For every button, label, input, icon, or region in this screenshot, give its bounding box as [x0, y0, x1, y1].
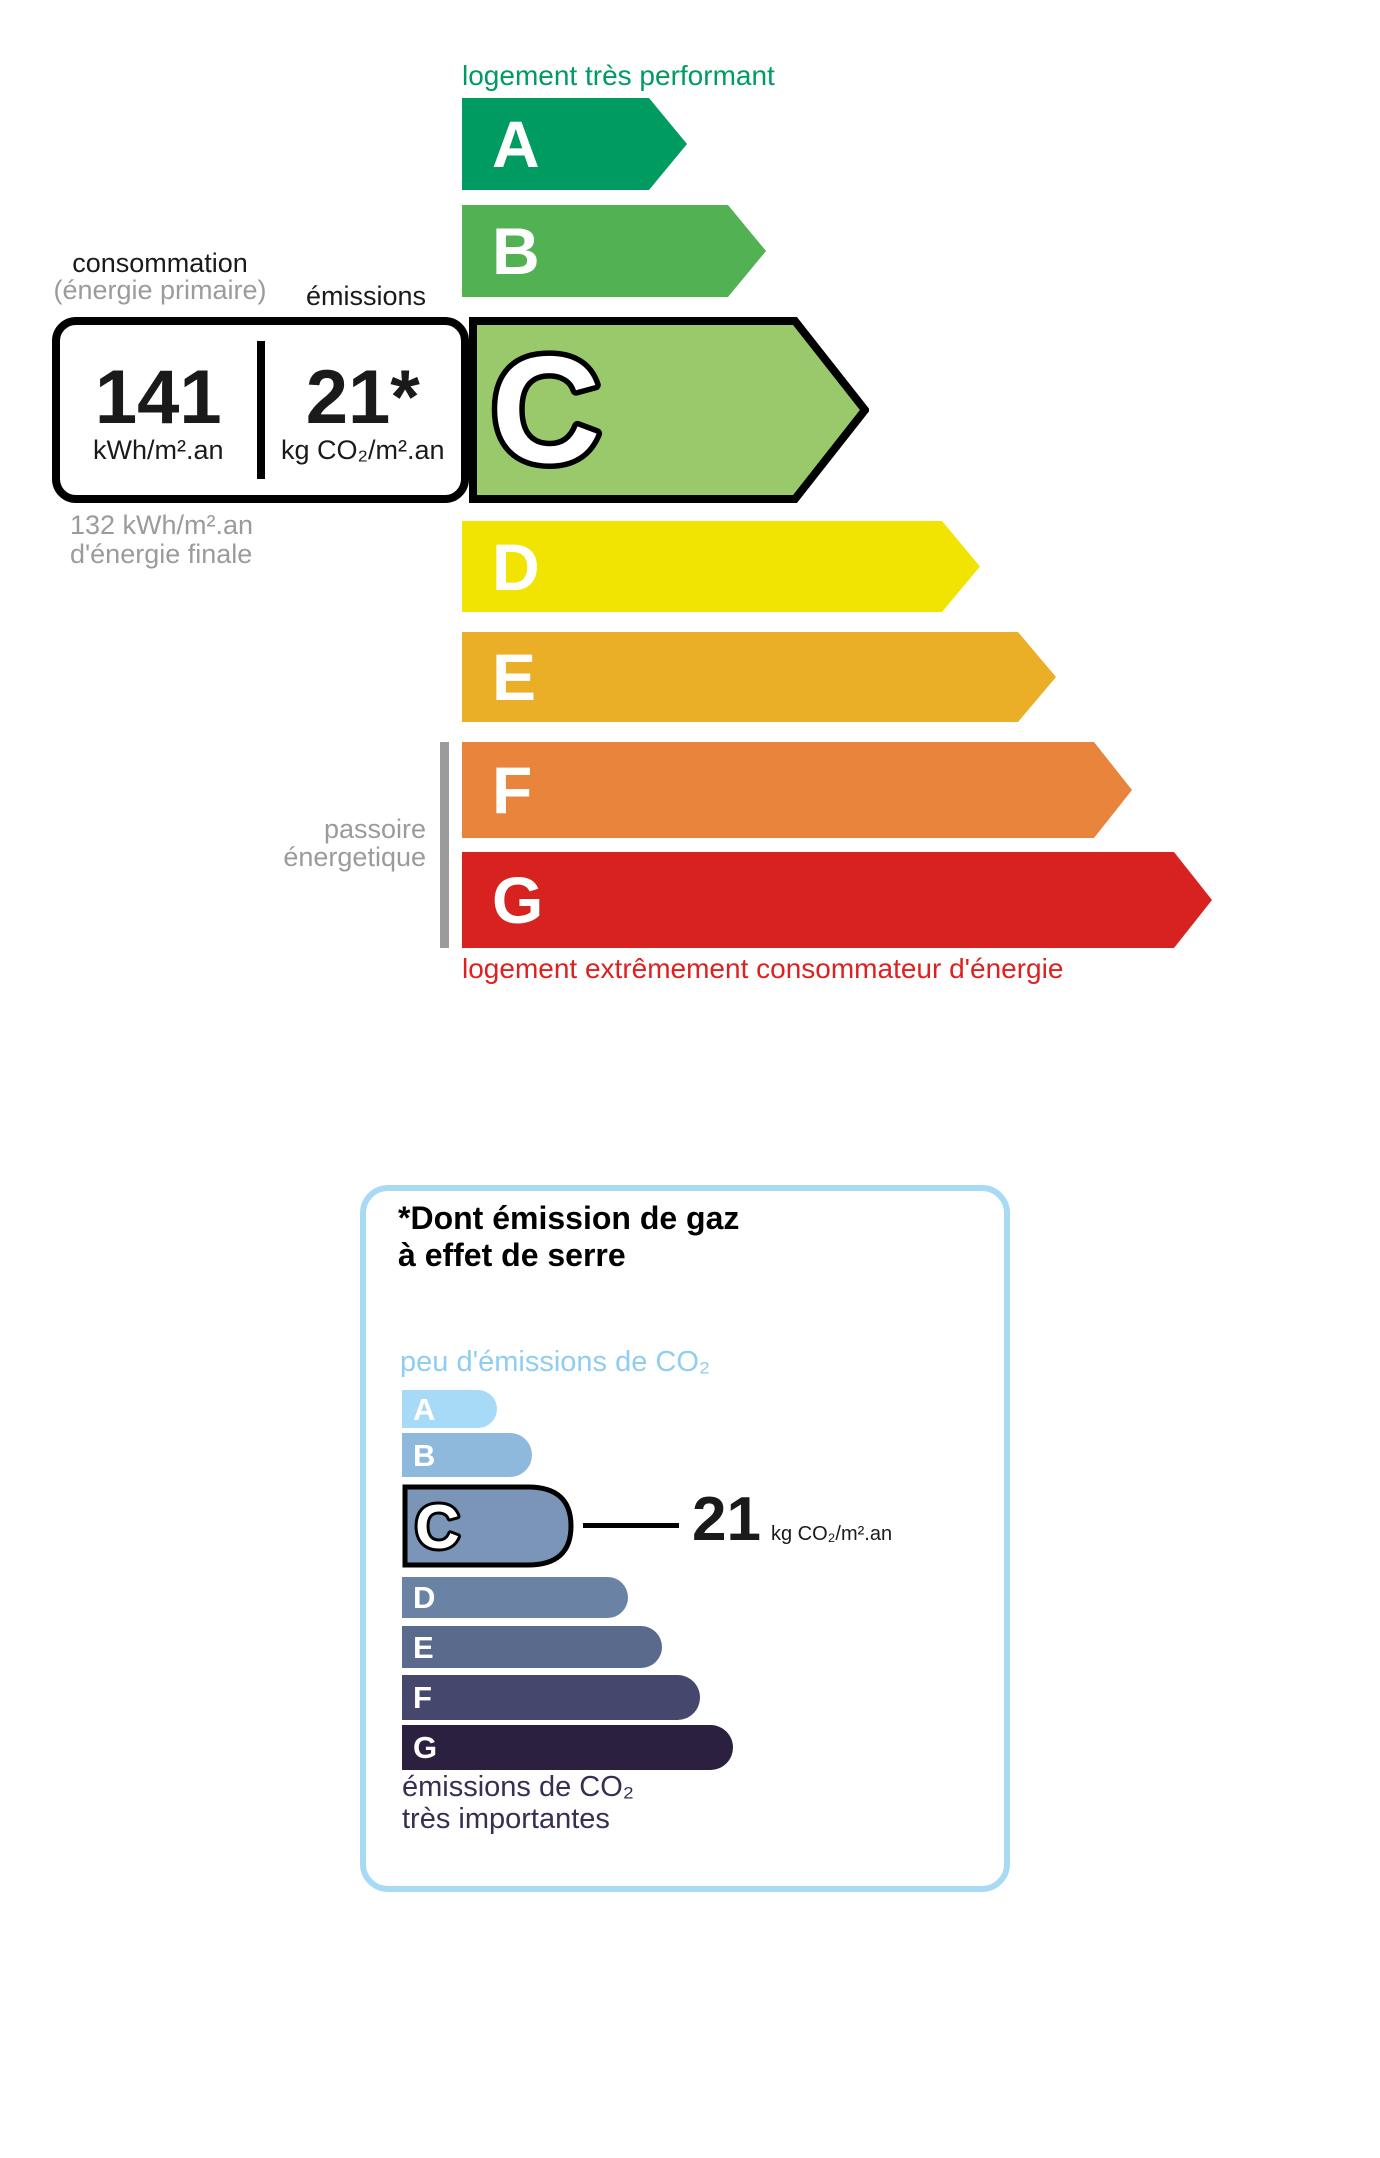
passoire-label-line2: énergetique — [283, 842, 426, 873]
co2-class-bar-c-shape — [402, 1484, 574, 1568]
co2-value-callout: 21 kg CO₂/m².an — [692, 1489, 892, 1551]
value-box-divider — [256, 341, 265, 479]
energy-class-arrow-b: B — [462, 205, 766, 297]
final-energy-note-line2: d'énergie finale — [70, 539, 253, 570]
co2-class-letter-f: F — [413, 1680, 432, 1715]
consumption-header-main: consommation — [72, 248, 248, 278]
passoire-label-line1: passoire — [323, 814, 426, 844]
energy-class-letter-g: G — [492, 863, 544, 937]
final-energy-note: 132 kWh/m².an d'énergie finale — [70, 510, 254, 570]
co2-panel-title: *Dont émission de gaz à effet de serre — [398, 1200, 739, 1274]
energy-class-arrow-g: G — [462, 852, 1212, 948]
co2-class-letter-a: A — [413, 1391, 436, 1427]
co2-class-bar-a: A — [402, 1390, 497, 1428]
energy-value-cell: 141 kWh/m².an — [60, 325, 257, 495]
energy-class-arrow-c-current: C — [469, 317, 869, 503]
co2-high-emissions-line1: émissions de CO₂ — [402, 1771, 635, 1803]
co2-low-emissions-label: peu d'émissions de CO₂ — [400, 1346, 711, 1378]
passoire-marker-bar — [440, 742, 449, 948]
co2-class-bar-f: F — [402, 1675, 700, 1720]
co2-class-bar-d: D — [402, 1577, 628, 1618]
co2-high-emissions-label: émissions de CO₂ très importantes — [402, 1771, 635, 1836]
co2-panel-title-line1: *Dont émission de gaz — [398, 1200, 740, 1236]
energy-class-letter-a: A — [492, 107, 540, 181]
final-energy-note-line1: 132 kWh/m².an — [70, 510, 254, 540]
co2-value: 21* — [305, 355, 420, 441]
energy-class-letter-f: F — [492, 753, 533, 827]
energy-class-arrow-c-shape — [469, 317, 869, 503]
co2-class-letter-d: D — [413, 1580, 436, 1615]
co2-value-callout-line — [583, 1523, 679, 1528]
energy-class-arrow-e: E — [462, 632, 1056, 722]
consumption-header: consommation (énergie primaire) — [40, 250, 280, 304]
co2-class-bar-g: G — [402, 1725, 733, 1770]
co2-high-emissions-line2: très importantes — [402, 1802, 610, 1835]
high-consumption-label: logement extrêmement consommateur d'éner… — [462, 953, 1064, 984]
co2-class-bar-c-current: C — [402, 1484, 574, 1568]
co2-unit: kg CO₂/m².an — [280, 434, 445, 465]
top-performance-label: logement très performant — [462, 60, 775, 91]
energy-class-letter-c: C — [491, 325, 601, 495]
co2-class-bar-b: B — [402, 1433, 532, 1477]
energy-class-arrow-d: D — [462, 521, 980, 612]
energy-unit: kWh/m².an — [92, 434, 224, 465]
co2-callout-unit: kg CO₂/m².an — [770, 1523, 893, 1545]
energy-class-letter-e: E — [492, 640, 537, 714]
energy-value: 141 — [94, 355, 222, 441]
co2-class-letter-c: C — [415, 1493, 460, 1562]
energy-class-letter-b: B — [492, 214, 540, 288]
co2-callout-value: 21 — [692, 1485, 761, 1554]
co2-class-letter-e: E — [413, 1629, 434, 1665]
co2-panel-title-line2: à effet de serre — [398, 1236, 626, 1273]
co2-class-letter-g: G — [413, 1730, 438, 1765]
co2-class-bar-e: E — [402, 1626, 662, 1668]
energy-class-arrow-f: F — [462, 742, 1132, 838]
consumption-value-box: 141 kWh/m².an 21* kg CO₂/m².an — [52, 317, 469, 503]
co2-class-letter-b: B — [413, 1437, 436, 1473]
energy-class-arrow-a: A — [462, 98, 687, 190]
co2-value-cell: 21* kg CO₂/m².an — [265, 325, 462, 495]
emissions-header: émissions — [306, 281, 427, 311]
passoire-label: passoire énergetique — [230, 815, 426, 872]
consumption-header-sub: (énergie primaire) — [53, 275, 267, 305]
energy-class-letter-d: D — [492, 529, 540, 604]
